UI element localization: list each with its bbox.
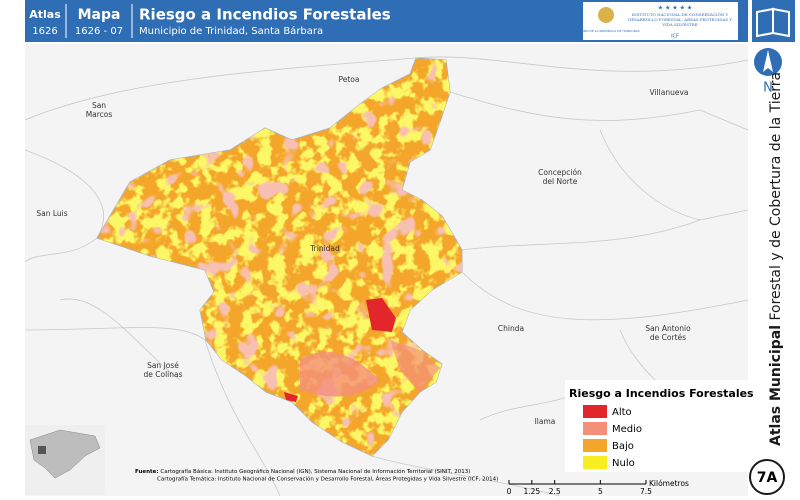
place-label: Chinda <box>498 324 524 333</box>
place-label: Villanueva <box>650 88 689 97</box>
atlas-title: Atlas Municipal Forestal y de Cobertura … <box>768 72 784 446</box>
source-line: Cartografía Básica: Instituto Geográfico… <box>160 468 470 475</box>
plate-number: 7A <box>757 470 778 486</box>
logo-acronym: ICF <box>671 34 679 40</box>
boundary <box>371 455 561 497</box>
legend-swatch <box>583 422 607 435</box>
place-line: de Cortés <box>650 333 686 342</box>
legend-label: Bajo <box>612 441 634 452</box>
place-line: Petoa <box>339 75 360 84</box>
map-title: Riesgo a Incendios Forestales <box>139 6 391 24</box>
scale-label: 0 <box>507 487 512 496</box>
north-arrow <box>763 50 773 72</box>
place-line: Trinidad <box>309 244 340 253</box>
high-risk-zone <box>284 392 298 402</box>
logo-institute: INSTITUTO NACIONAL DE CONSERVACIÓN Y DES… <box>628 12 732 27</box>
legend-swatch <box>583 456 607 469</box>
place-line: San Luis <box>36 209 67 218</box>
legend-swatch <box>583 439 607 452</box>
scale-label: 7.5 <box>640 487 652 496</box>
legend-label: Alto <box>612 407 632 418</box>
scale-label: 5 <box>598 487 603 496</box>
legend-swatch <box>583 405 607 418</box>
scale-unit: Kilómetros <box>649 479 689 488</box>
place-line: de Colinas <box>143 370 182 379</box>
legend-label: Nulo <box>612 458 635 469</box>
place-labels: Petoa San Marcos Villanueva Concepción del No… <box>36 75 691 426</box>
boundary <box>24 327 281 497</box>
medium-risk-zone <box>390 340 440 392</box>
map-number: 1626 - 07 <box>75 26 123 37</box>
place-line: San <box>92 101 106 110</box>
place-line: Concepción <box>538 168 582 177</box>
source-line: Cartografía Temática: Instituto Nacional… <box>157 476 498 483</box>
place-line: San Antonio <box>645 324 691 333</box>
scale-label: 2.5 <box>549 487 561 496</box>
north-label: N <box>763 81 773 96</box>
legend-title: Riesgo a Incendios Forestales <box>569 387 754 400</box>
boundary <box>461 209 749 251</box>
place-label: San José de Colinas <box>143 361 182 379</box>
place-label: Ilama <box>535 417 556 426</box>
inset-highlight <box>38 446 46 454</box>
high-risk-zone <box>366 298 396 332</box>
plate-circle <box>749 459 785 495</box>
place-line: Chinda <box>498 324 524 333</box>
medium-risk-zone <box>300 351 380 397</box>
legend: Riesgo a Incendios Forestales Alto Medio Ba… <box>565 380 754 472</box>
atlas-label: Atlas <box>29 8 61 21</box>
source-label: Fuente: <box>135 469 159 475</box>
inset-map <box>25 425 105 495</box>
scale-label: 1.25 <box>523 487 540 496</box>
book-icon <box>756 7 790 38</box>
place-label: San Marcos <box>86 101 113 119</box>
logo-institute-box: INSTITUTO NACIONAL DE CONSERVACIÓN Y DES… <box>628 12 732 27</box>
logo-government: GOBIERNO DE LA REPÚBLICA DE HONDURAS <box>572 28 639 33</box>
place-label: Concepción del Norte <box>538 168 582 186</box>
place-line: Ilama <box>535 417 556 426</box>
background-features <box>24 56 749 497</box>
coat-of-arms <box>598 7 614 23</box>
map-label: Mapa <box>78 7 121 23</box>
place-label: Trinidad <box>309 244 340 253</box>
logo-stars: ★ ★ ★ ★ ★ <box>658 5 693 12</box>
place-line: Villanueva <box>650 88 689 97</box>
honduras-outline <box>29 429 101 479</box>
place-line: San José <box>147 361 179 370</box>
place-line: del Norte <box>543 177 578 186</box>
map-subtitle: Municipio de Trinidad, Santa Bárbara <box>139 25 323 37</box>
place-label: San Antonio de Cortés <box>645 324 691 342</box>
place-line: Marcos <box>86 110 113 119</box>
boundary <box>461 271 749 321</box>
source: Fuente: Cartografía Básica: Instituto Ge… <box>135 468 470 475</box>
atlas-number: 1626 <box>32 26 57 37</box>
boundary <box>449 91 749 131</box>
place-label: San Luis <box>36 209 67 218</box>
legend-label: Medio <box>612 424 642 435</box>
atlas-title-bold: Atlas Municipal <box>768 325 784 446</box>
place-label: Petoa <box>339 75 360 84</box>
atlas-title-rest: Forestal y de Cobertura de la Tierra <box>768 72 784 321</box>
